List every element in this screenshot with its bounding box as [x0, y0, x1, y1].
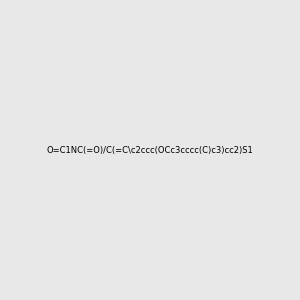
Text: O=C1NC(=O)/C(=C\c2ccc(OCc3cccc(C)c3)cc2)S1: O=C1NC(=O)/C(=C\c2ccc(OCc3cccc(C)c3)cc2)…: [46, 146, 253, 154]
